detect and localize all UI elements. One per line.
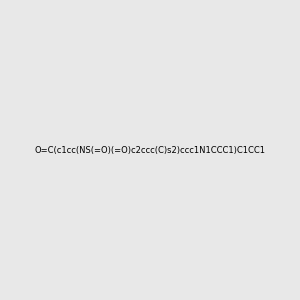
Text: O=C(c1cc(NS(=O)(=O)c2ccc(C)s2)ccc1N1CCC1)C1CC1: O=C(c1cc(NS(=O)(=O)c2ccc(C)s2)ccc1N1CCC1… bbox=[34, 146, 266, 154]
